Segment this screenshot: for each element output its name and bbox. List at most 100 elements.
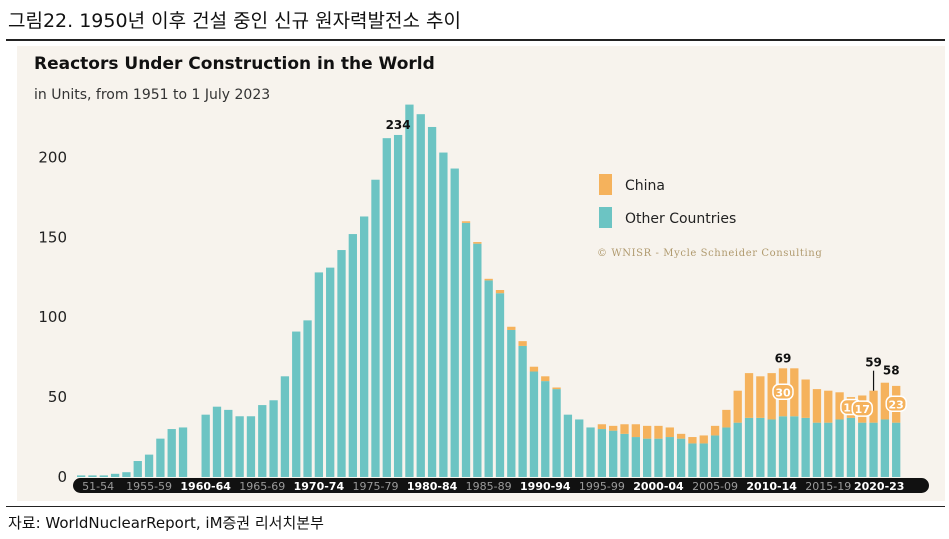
bar-china [665, 427, 674, 438]
china-value-label: 17 [855, 403, 870, 416]
bar-other-countries [303, 320, 312, 477]
bar-china [597, 424, 607, 430]
total-label: 234 [386, 118, 411, 132]
bar-china [710, 425, 720, 436]
bar-china [880, 382, 890, 420]
bar-other-countries [461, 222, 471, 477]
bar-other-countries [643, 438, 652, 477]
bar-other-countries [337, 250, 346, 477]
x-axis-band [73, 478, 929, 493]
y-tick-label: 50 [48, 388, 67, 406]
legend-label-china: China [625, 178, 665, 194]
bar-other-countries [676, 438, 686, 477]
bar-china [676, 433, 686, 439]
bar-china [801, 379, 810, 418]
bar-china [541, 376, 550, 382]
legend-swatch-china [599, 174, 612, 195]
chart-plot: 0 50 100 150 200 51-54 1955-59 1960-64 1965-69 19… [38, 104, 929, 493]
bar-other-countries [835, 419, 844, 477]
bar-other-countries [156, 438, 165, 477]
x-tick-label: 1955-59 [126, 480, 172, 493]
x-tick-label: 2020-23 [854, 480, 905, 493]
y-tick-label: 200 [38, 148, 67, 166]
bar-other-countries [824, 422, 833, 477]
bar-other-countries [869, 422, 878, 477]
total-label: 59 [865, 356, 882, 370]
bar-other-countries [246, 416, 256, 477]
bar-other-countries [563, 414, 573, 477]
bar-other-countries [541, 381, 550, 477]
chart-subtitle: in Units, from 1951 to 1 July 2023 [34, 87, 271, 103]
bar-other-countries [597, 429, 607, 477]
y-tick-label: 100 [38, 308, 67, 326]
bar-other-countries [665, 437, 674, 477]
bar-china [473, 242, 482, 244]
bar-other-countries [586, 427, 595, 477]
bar-other-countries [439, 152, 448, 477]
bar-other-countries [167, 429, 176, 477]
bar-china [609, 425, 618, 431]
bar-other-countries [280, 376, 290, 477]
bar-china [824, 390, 833, 423]
bar-china [744, 373, 754, 418]
bar-china [461, 221, 471, 223]
china-value-badge [885, 395, 907, 413]
bar-other-countries [77, 475, 86, 477]
bar-other-countries [292, 331, 301, 477]
y-tick-label: 150 [38, 228, 67, 246]
china-value-label: 30 [775, 386, 791, 399]
figure-title: 그림22. 1950년 이후 건설 중인 신규 원자력발전소 추이 [8, 10, 461, 32]
bar-other-countries [733, 422, 742, 477]
x-tick-label: 1975-79 [352, 480, 398, 493]
bar-other-countries [405, 104, 414, 477]
bar-china [869, 390, 878, 423]
bar-other-countries [507, 329, 516, 477]
bar-other-countries [360, 216, 369, 477]
bar-other-countries [212, 406, 222, 477]
bar-other-countries [416, 114, 425, 477]
bar-china [620, 424, 629, 434]
bar-other-countries [518, 345, 527, 477]
x-tick-label: 1980-84 [407, 480, 458, 493]
bar-china [722, 409, 731, 428]
bar-other-countries [88, 475, 97, 477]
x-tick-label: 51-54 [82, 480, 114, 493]
total-label: 69 [775, 351, 792, 365]
bar-other-countries [224, 409, 233, 477]
bar-china [631, 424, 640, 438]
x-tick-label: 1960-64 [180, 480, 231, 493]
bar-other-countries [744, 417, 754, 477]
bar-other-countries [767, 419, 776, 477]
bar-other-countries [122, 472, 131, 477]
bar-china [699, 435, 708, 444]
bar-china [552, 387, 561, 390]
bar-other-countries [858, 422, 867, 477]
bar-other-countries [371, 179, 380, 477]
bar-china [507, 326, 516, 330]
bar-other-countries [710, 435, 720, 477]
bar-other-countries [631, 437, 640, 477]
bar-other-countries [235, 416, 244, 477]
bar-china [518, 341, 527, 346]
x-tick-label: 1970-74 [294, 480, 345, 493]
bar-china [812, 389, 822, 423]
bar-china [643, 425, 652, 439]
bar-other-countries [314, 272, 324, 477]
bar-china [767, 373, 776, 420]
legend-swatch-other [599, 207, 612, 228]
bar-china [495, 290, 505, 294]
bar-china [688, 437, 697, 444]
x-tick-label: 2000-04 [633, 480, 684, 493]
bottom-rule [6, 506, 945, 507]
bar-other-countries [495, 293, 505, 477]
bar-china [529, 366, 539, 372]
bar-other-countries [778, 416, 788, 477]
bar-china [756, 376, 765, 418]
bar-other-countries [450, 168, 459, 477]
total-label: 58 [883, 364, 900, 378]
bar-other-countries [484, 280, 493, 477]
china-value-badge [851, 400, 873, 417]
bar-other-countries [699, 443, 708, 477]
bar-other-countries [473, 243, 482, 477]
bar-china [835, 392, 844, 420]
